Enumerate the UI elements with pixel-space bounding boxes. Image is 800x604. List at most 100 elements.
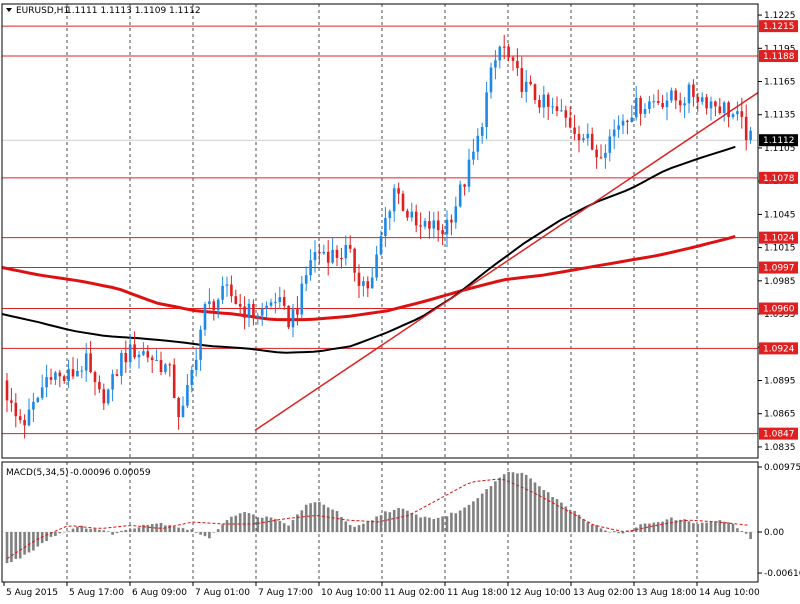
macd-histogram-bar (595, 525, 598, 532)
price-level-tag (759, 427, 798, 440)
triangle-down-icon[interactable] (6, 8, 12, 12)
candle-body (216, 299, 220, 311)
macd-histogram-bar (335, 511, 339, 532)
candle-body (494, 60, 497, 68)
candle-body (428, 220, 431, 229)
macd-histogram-bar (428, 517, 431, 532)
candle-body (313, 252, 317, 261)
macd-histogram-bar (260, 517, 264, 532)
price-level-tag (759, 302, 798, 315)
candle-body (296, 309, 299, 315)
candle-body (225, 284, 229, 286)
macd-histogram-bar (538, 486, 541, 532)
candle-body (177, 397, 180, 418)
macd-histogram-bar (692, 523, 695, 532)
macd-histogram-bar (370, 520, 374, 532)
main-chart-frame (1, 3, 759, 459)
macd-histogram-bar (164, 525, 167, 532)
moving-average-fast (1, 145, 736, 354)
macd-histogram-bar (731, 523, 735, 532)
candle-body (599, 157, 603, 159)
macd-layer (2, 471, 758, 564)
price-level-label: 1.0997 (763, 264, 795, 274)
macd-histogram-bar (212, 532, 216, 533)
macd-histogram-bar (520, 472, 524, 532)
candle-body (705, 97, 708, 109)
macd-histogram-bar (146, 524, 150, 532)
candle-body (76, 370, 79, 377)
macd-histogram-bar (727, 522, 730, 532)
macd-histogram-bar (142, 524, 145, 532)
macd-histogram-bar (186, 529, 189, 532)
macd-histogram-bar (608, 532, 612, 533)
candle-body (388, 211, 392, 219)
macd-histogram-bar (304, 504, 308, 532)
macd-histogram-bar (265, 516, 268, 532)
macd-histogram-bar (410, 513, 414, 532)
macd-histogram-bar (366, 521, 370, 532)
candle-body (454, 206, 458, 223)
candle-body (49, 377, 53, 380)
trendline[interactable] (254, 91, 759, 431)
macd-histogram-bar (604, 530, 607, 532)
candle-body (458, 184, 462, 207)
candle-body (71, 369, 75, 377)
candle-body (670, 90, 673, 101)
macd-histogram-bar (252, 514, 255, 532)
macd-histogram-bar (54, 532, 57, 536)
candle-body (335, 249, 339, 258)
candle-body (14, 402, 18, 417)
x-tick-label: 5 Aug 2015 (6, 588, 58, 598)
price-level-tag (759, 20, 798, 33)
candle-body (32, 401, 35, 410)
macd-histogram-bar (234, 515, 238, 532)
candle-body (208, 301, 211, 305)
macd-histogram-bar (678, 519, 682, 532)
candle-body (511, 57, 515, 61)
macd-histogram-bar (340, 517, 343, 532)
candle-body (533, 84, 537, 101)
macd-histogram-bar (375, 516, 378, 532)
macd-histogram-bar (313, 502, 317, 532)
candle-body (555, 106, 559, 111)
macd-histogram-bar (296, 514, 299, 532)
macd-histogram-bar (722, 521, 726, 532)
candle-body (467, 159, 471, 187)
macd-histogram-bar (93, 528, 97, 532)
macd-histogram-bar (621, 532, 625, 534)
candle-body (463, 184, 466, 187)
macd-histogram-bar (49, 532, 53, 537)
trendline-layer[interactable] (254, 91, 759, 431)
macd-histogram-bar (744, 532, 748, 534)
macd-histogram-bar (639, 524, 642, 532)
macd-histogram-bar (282, 523, 286, 532)
macd-histogram-bar (221, 524, 224, 532)
macd-histogram-bar (683, 519, 686, 532)
macd-histogram-bar (498, 477, 502, 532)
candle-body (40, 387, 44, 398)
candle-body (331, 249, 334, 263)
macd-histogram-bar (670, 517, 673, 532)
macd-histogram-bar (696, 523, 700, 532)
macd-histogram-bar (344, 521, 348, 532)
candle-body (58, 372, 62, 377)
candle-body (159, 360, 163, 372)
candle-body (436, 220, 440, 231)
macd-histogram-bar (700, 522, 704, 532)
candle-body (10, 400, 13, 403)
macd-histogram-bar (705, 522, 708, 532)
candle-body (410, 211, 414, 218)
macd-histogram-bar (120, 530, 123, 532)
candle-body (524, 81, 528, 92)
candle-body (269, 302, 273, 306)
price-level-tag (759, 231, 798, 244)
candle-body (648, 101, 651, 109)
candle-body (626, 120, 629, 123)
macd-histogram-bar (441, 516, 444, 532)
candle-body (516, 60, 519, 69)
candle-body (736, 111, 739, 115)
candle-body (375, 254, 378, 278)
x-tick-label: 10 Aug 10:00 (321, 588, 382, 598)
candle-body (318, 252, 321, 254)
